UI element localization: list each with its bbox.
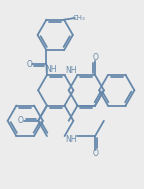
Text: O: O bbox=[92, 149, 98, 158]
Text: NH: NH bbox=[65, 135, 77, 144]
Text: NH: NH bbox=[45, 65, 57, 74]
Text: O: O bbox=[26, 60, 32, 69]
Text: NH: NH bbox=[65, 66, 77, 75]
Text: O: O bbox=[18, 116, 24, 125]
Text: CH₃: CH₃ bbox=[72, 15, 85, 21]
Text: O: O bbox=[92, 53, 98, 62]
